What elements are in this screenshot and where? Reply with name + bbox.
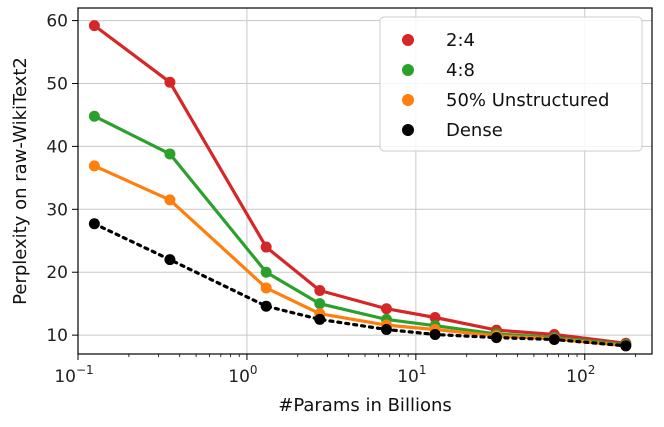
data-point (260, 282, 272, 294)
data-point (164, 254, 176, 266)
data-point (260, 241, 272, 253)
x-tick-label: 101 (397, 363, 426, 387)
x-axis-label: #Params in Billions (278, 395, 452, 416)
series-line (92, 222, 628, 348)
data-point (260, 266, 272, 278)
legend-label: 4:8 (446, 60, 475, 81)
data-point (88, 20, 100, 32)
legend-marker (402, 94, 414, 106)
data-point (164, 194, 176, 206)
data-point (164, 148, 176, 160)
y-tick-label: 40 (46, 137, 68, 157)
data-point (380, 303, 392, 315)
data-point (88, 160, 100, 172)
data-point (314, 284, 326, 296)
data-point (88, 110, 100, 122)
legend: 2:4 4:8 50% Unstructured Dense (379, 16, 643, 152)
data-point (314, 298, 326, 310)
data-point (260, 300, 272, 312)
data-point (429, 328, 441, 340)
y-tick-label: 20 (46, 263, 68, 283)
x-tick-label: 100 (228, 363, 257, 387)
series-line (93, 164, 626, 348)
y-tick-label: 10 (46, 326, 68, 346)
data-point (314, 313, 326, 325)
legend-label: 50% Unstructured (446, 90, 609, 111)
y-axis: 10 20 30 40 50 60 (46, 12, 78, 346)
y-tick-label: 50 (46, 74, 68, 94)
x-tick-label: 102 (566, 363, 595, 387)
legend-label: 2:4 (446, 30, 475, 51)
data-point (490, 332, 502, 344)
data-point (164, 76, 176, 88)
data-point (380, 323, 392, 335)
data-point (548, 334, 560, 346)
y-tick-label: 30 (46, 200, 68, 220)
legend-marker (402, 34, 414, 46)
x-axis: 10−1 100 101 102 (54, 354, 637, 387)
data-point (88, 218, 100, 230)
y-axis-label: Perplexity on raw-WikiText2 (10, 57, 31, 305)
legend-marker (402, 124, 414, 136)
data-point (620, 340, 632, 352)
data-point (429, 312, 441, 324)
series-layer (88, 20, 632, 352)
x-tick-label: 10−1 (54, 363, 93, 387)
legend-marker (402, 64, 414, 76)
legend-label: Dense (446, 120, 503, 141)
legend-box (379, 16, 643, 152)
series-3 (88, 218, 632, 352)
y-tick-label: 60 (46, 12, 68, 32)
